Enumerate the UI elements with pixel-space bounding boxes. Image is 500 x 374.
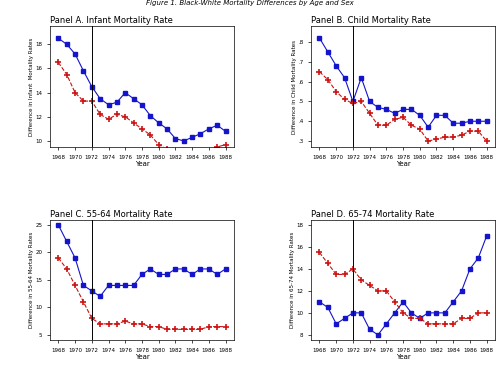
Text: Panel D. 65-74 Mortality Rate: Panel D. 65-74 Mortality Rate — [311, 210, 434, 219]
Text: Figure 1. Black-White Mortality Differences by Age and Sex: Figure 1. Black-White Mortality Differen… — [146, 0, 354, 6]
Y-axis label: Difference in 65-74 Mortality Rates: Difference in 65-74 Mortality Rates — [290, 232, 295, 328]
Y-axis label: Difference in Child Mortality Rates: Difference in Child Mortality Rates — [292, 40, 297, 134]
X-axis label: Year: Year — [134, 161, 150, 167]
Text: Panel B. Child Mortality Rate: Panel B. Child Mortality Rate — [311, 16, 431, 25]
X-axis label: Year: Year — [396, 161, 410, 167]
Text: Panel A. Infant Mortality Rate: Panel A. Infant Mortality Rate — [50, 16, 173, 25]
Y-axis label: Difference in Infant  Mortality Rates: Difference in Infant Mortality Rates — [29, 37, 34, 136]
Text: Panel C. 55-64 Mortality Rate: Panel C. 55-64 Mortality Rate — [50, 210, 172, 219]
X-axis label: Year: Year — [134, 355, 150, 361]
Y-axis label: Difference in 55-64 Mortality Rates: Difference in 55-64 Mortality Rates — [29, 232, 34, 328]
X-axis label: Year: Year — [396, 355, 410, 361]
